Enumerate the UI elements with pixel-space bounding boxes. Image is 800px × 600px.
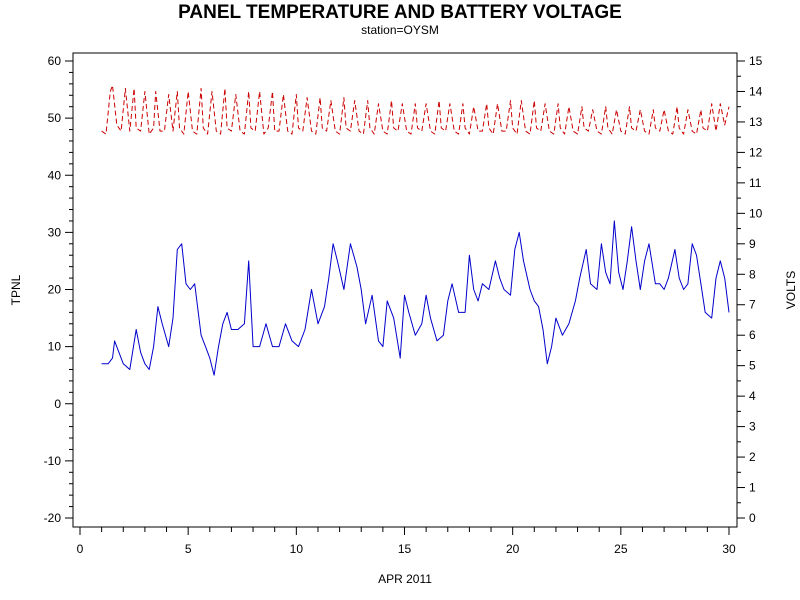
y-right-tick-label: 10 [749,206,763,220]
y-right-tick-label: 1 [749,481,756,495]
x-axis-label: APR 2011 [378,572,432,586]
x-tick-label: 0 [77,542,84,556]
x-axis: 0 5 10 15 20 25 30 [77,527,736,556]
y-left-tick-label: 50 [48,111,62,125]
y-right-tick-label: 3 [749,420,756,434]
y-axis-left-label: TPNL [9,274,23,305]
x-tick-label: 10 [290,542,304,556]
series-line-tpnl [101,220,730,376]
series-layer [101,84,730,376]
y-right-tick-label: 7 [749,298,756,312]
y-left-tick-label: 60 [48,54,62,68]
y-left-tick-label: 10 [48,340,62,354]
y-right-tick-label: 4 [749,389,756,403]
y-left-tick-label: 0 [54,397,61,411]
y-left-tick-label: 30 [48,225,62,239]
y-right-tick-label: 9 [749,237,756,251]
series-line-volts [101,84,730,135]
y-left-tick-label: 40 [48,168,62,182]
y-right-tick-label: 0 [749,511,756,525]
chart-title: PANEL TEMPERATURE AND BATTERY VOLTAGE [178,2,622,23]
x-tick-label: 5 [185,542,192,556]
x-tick-label: 25 [614,542,628,556]
y-right-tick-label: 12 [749,145,763,159]
y-right-tick-label: 6 [749,328,756,342]
y-right-tick-label: 13 [749,115,763,129]
y-right-tick-label: 11 [749,176,762,190]
y-axis-left: -20 -10 0 10 20 30 40 50 60 [44,54,73,525]
x-tick-label: 20 [506,542,520,556]
y-right-tick-label: 5 [749,359,756,373]
x-tick-label: 15 [398,542,412,556]
y-right-tick-label: 2 [749,450,756,464]
y-left-tick-label: 20 [48,283,62,297]
y-right-tick-label: 15 [749,54,763,68]
y-right-tick-label: 8 [749,267,756,281]
x-tick-label: 30 [722,542,736,556]
y-axis-right-label: VOLTS [784,271,798,309]
y-left-tick-label: -20 [44,511,62,525]
y-right-tick-label: 14 [749,84,763,98]
y-left-tick-label: -10 [44,454,62,468]
chart-subtitle: station=OYSM [361,23,439,37]
